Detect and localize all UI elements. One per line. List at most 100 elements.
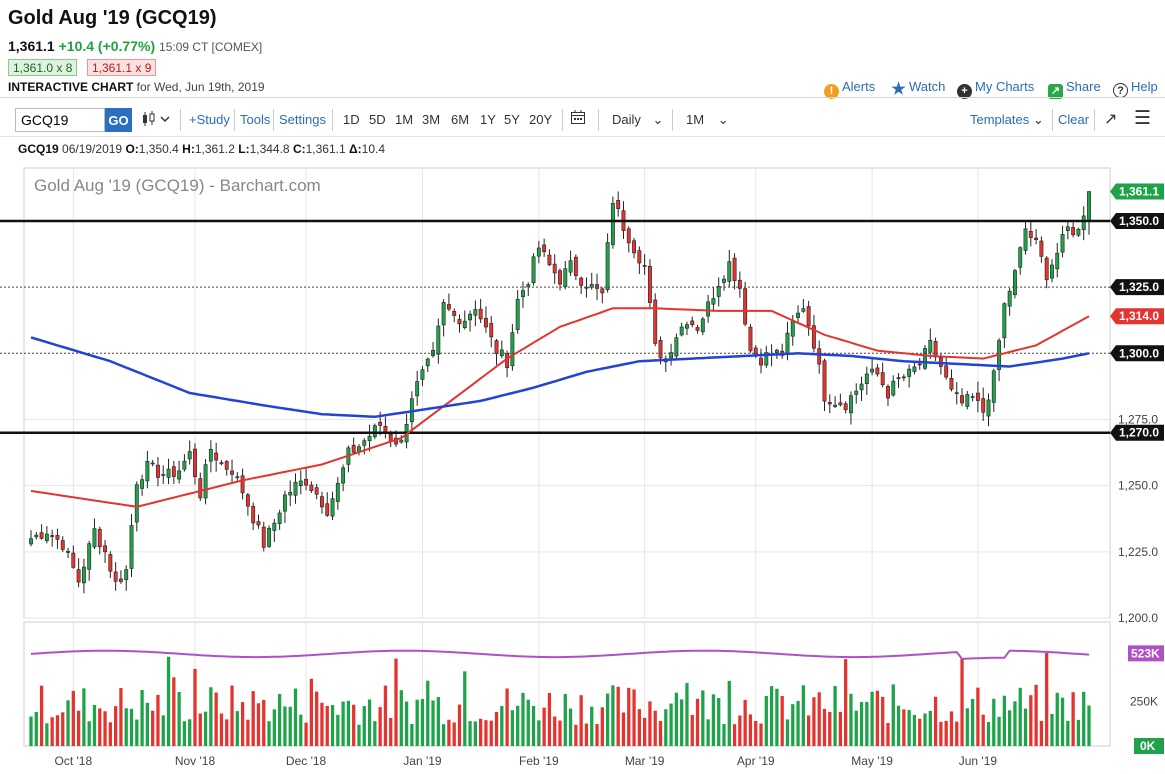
candle-body xyxy=(34,534,39,538)
candle-body xyxy=(118,578,123,582)
y-tick-label: 1,250.0 xyxy=(1118,479,1158,493)
candle-body xyxy=(626,228,631,244)
y-tick-label: 1,200.0 xyxy=(1118,611,1158,625)
help-link[interactable]: ? Help xyxy=(1113,79,1158,98)
candle-body xyxy=(600,288,605,294)
chart-type-dropdown[interactable] xyxy=(141,110,173,131)
clear-button[interactable]: Clear xyxy=(1058,112,1090,127)
divider xyxy=(0,136,1165,137)
go-button[interactable]: GO xyxy=(105,108,132,132)
range-1m[interactable]: 1M xyxy=(395,112,414,127)
candle-body xyxy=(875,367,880,375)
add-study-button[interactable]: +Study xyxy=(189,112,230,127)
volume-bar xyxy=(293,688,298,746)
candle-body xyxy=(134,484,139,523)
candle-body xyxy=(325,503,330,516)
ohlc-close: 1,361.1 xyxy=(305,142,346,156)
volume-bar xyxy=(299,714,303,746)
candle-body xyxy=(415,381,420,397)
volume-bar xyxy=(769,686,774,746)
candle-body xyxy=(727,261,732,282)
volume-bar xyxy=(140,690,144,746)
candle-body xyxy=(986,399,991,417)
volume-bar xyxy=(188,719,192,746)
volume-bar xyxy=(468,721,472,746)
candle-body xyxy=(478,308,483,320)
templates-dropdown[interactable]: Templates ⌄ xyxy=(970,112,1044,128)
my-charts-link[interactable]: + My Charts xyxy=(957,79,1034,99)
volume-bar xyxy=(1034,684,1038,746)
range-5y[interactable]: 5Y xyxy=(504,112,520,127)
range-1d[interactable]: 1D xyxy=(343,112,360,127)
candle-body xyxy=(277,512,282,524)
watch-link[interactable]: ★ Watch xyxy=(891,79,945,98)
volume-bar xyxy=(637,709,641,746)
volume-bar xyxy=(896,705,901,746)
volume-bar xyxy=(346,700,351,746)
volume-bar xyxy=(844,659,848,746)
expand-icon[interactable]: ↗ xyxy=(1104,111,1118,128)
volume-bar xyxy=(791,704,795,746)
candle-body xyxy=(722,278,726,283)
range-5d[interactable]: 5D xyxy=(369,112,386,127)
volume-bar xyxy=(542,707,546,746)
candle-body xyxy=(129,525,134,569)
volume-bar xyxy=(66,700,70,746)
settings-button[interactable]: Settings xyxy=(279,112,326,127)
volume-bar xyxy=(1018,687,1022,746)
volume-bar xyxy=(521,692,525,746)
candle-body xyxy=(796,312,800,318)
candle-body xyxy=(658,340,663,359)
candle-body xyxy=(293,481,298,496)
range-3m[interactable]: 3M xyxy=(422,112,441,127)
moving-average-short xyxy=(30,307,1090,508)
interval-label: Daily xyxy=(612,112,641,127)
symbol-input[interactable] xyxy=(15,108,105,132)
candle-body xyxy=(1028,231,1033,238)
volume-bar xyxy=(584,723,589,746)
volume-bar xyxy=(600,707,604,746)
volume-bar xyxy=(272,709,276,746)
candle-body xyxy=(521,290,525,298)
period-dropdown[interactable]: 1M ⌄ xyxy=(686,112,729,128)
x-tick-label: Feb '19 xyxy=(519,754,559,768)
ohlc-close-label: C: xyxy=(292,142,306,156)
menu-icon[interactable]: ☰ xyxy=(1134,108,1152,129)
volume-bar xyxy=(579,695,583,746)
toolbar-separator xyxy=(672,109,673,131)
last-price: 1,361.1 xyxy=(8,38,55,54)
volume-average-line xyxy=(30,649,1090,660)
ohlc-readout: GCQ19 06/19/2019 O:1,350.4 H:1,361.2 L:1… xyxy=(18,142,385,156)
date-range-button[interactable] xyxy=(570,109,586,128)
candle-body xyxy=(706,301,711,317)
candle-body xyxy=(669,352,674,359)
chart-toolbar: GO +Study Tools Settings 1D 5D 1M 3M 6M … xyxy=(0,105,1165,135)
price-chart[interactable]: Oct '18 Nov '18 Dec '18 Jan '19 Feb '19 Mar '… xyxy=(0,160,1165,774)
candle-body xyxy=(759,357,763,366)
volume-bar xyxy=(574,724,578,746)
volume-bar xyxy=(399,690,403,746)
alerts-link[interactable]: ! Alerts xyxy=(824,79,875,99)
range-1y[interactable]: 1Y xyxy=(480,112,496,127)
range-20y[interactable]: 20Y xyxy=(529,112,553,127)
candle-body xyxy=(494,340,499,355)
range-6m[interactable]: 6M xyxy=(451,112,470,127)
ohlc-symbol: GCQ19 xyxy=(18,142,59,156)
volume-bar xyxy=(1008,710,1012,746)
share-link[interactable]: ↗ Share xyxy=(1048,79,1101,99)
price-tag-label: 1,361.1 xyxy=(1119,185,1159,199)
candle-body xyxy=(378,421,383,426)
candle-body xyxy=(1076,228,1081,236)
interval-dropdown[interactable]: Daily ⌄ xyxy=(612,112,663,128)
candle-body xyxy=(288,491,293,496)
volume-bar xyxy=(711,694,716,746)
tools-button[interactable]: Tools xyxy=(240,112,271,127)
candle-body xyxy=(267,527,271,547)
candle-body xyxy=(531,256,536,283)
volume-bar xyxy=(436,696,440,746)
candle-body xyxy=(1039,240,1044,257)
volume-bar xyxy=(473,721,477,746)
price-change: +10.4 (+0.77%) xyxy=(58,38,156,54)
ohlc-date: 06/19/2019 xyxy=(62,142,123,156)
volume-bar xyxy=(674,692,679,746)
